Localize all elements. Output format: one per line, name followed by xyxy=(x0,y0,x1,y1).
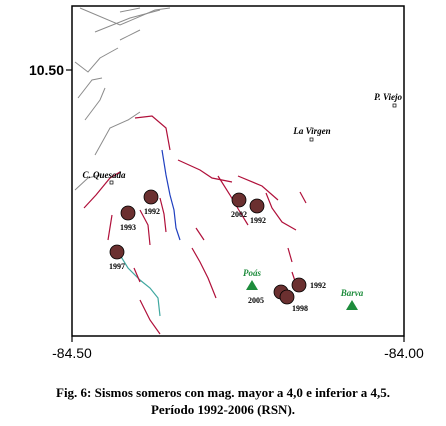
place-barva: Barva xyxy=(340,288,364,298)
figure-caption: Fig. 6: Sismos someros con mag. mayor a … xyxy=(0,384,446,418)
quake-marker xyxy=(231,192,247,208)
quake-marker xyxy=(249,198,265,214)
place-poas: Poás xyxy=(243,268,261,278)
quake-label-2005: 2005 xyxy=(248,296,264,305)
quake-label-1993: 1993 xyxy=(120,223,136,232)
x-axis-left-label: -84.50 xyxy=(52,345,92,361)
quake-marker xyxy=(109,244,125,260)
river-blue xyxy=(161,149,181,241)
faults xyxy=(83,115,307,335)
y-axis-label: 10.50 xyxy=(29,62,64,78)
town-marker-cquesada xyxy=(109,180,114,185)
caption-line-2: Período 1992-2006 (RSN). xyxy=(150,402,296,417)
x-axis-right-label: -84.00 xyxy=(384,345,424,361)
town-marker-lavirgen xyxy=(309,137,314,142)
quake-label-2002: 2002 xyxy=(231,210,247,219)
volcano-icon-barva xyxy=(346,300,358,310)
quake-label-1992a: 1992 xyxy=(144,207,160,216)
rivers xyxy=(119,149,181,317)
town-marker-pviejo xyxy=(392,103,397,108)
quake-marker xyxy=(143,189,159,205)
place-lavirgen: La Virgen xyxy=(292,126,330,136)
place-pviejo: P. Viejo xyxy=(374,92,402,102)
seismicity-map: 10.50 -84.50 -84.00 P. Viejo La Virgen C… xyxy=(29,5,424,361)
quake-marker xyxy=(291,277,307,293)
quake-labels: 1992 1993 1997 2002 1992 1992 2005 1998 xyxy=(109,207,326,313)
map-frame xyxy=(71,5,405,337)
volcano-icon-poas xyxy=(246,280,258,290)
earthquakes xyxy=(109,189,307,305)
quake-label-1992c: 1992 xyxy=(310,281,326,290)
quake-label-1998: 1998 xyxy=(292,304,308,313)
river-teal xyxy=(119,254,161,317)
quake-marker xyxy=(279,289,295,305)
quake-label-1997: 1997 xyxy=(109,262,125,271)
place-cquesada: C. Quesada xyxy=(82,170,126,180)
quake-label-1992b: 1992 xyxy=(250,216,266,225)
quake-marker xyxy=(120,205,136,221)
caption-line-1: Fig. 6: Sismos someros con mag. mayor a … xyxy=(56,385,390,400)
roads xyxy=(74,7,171,191)
